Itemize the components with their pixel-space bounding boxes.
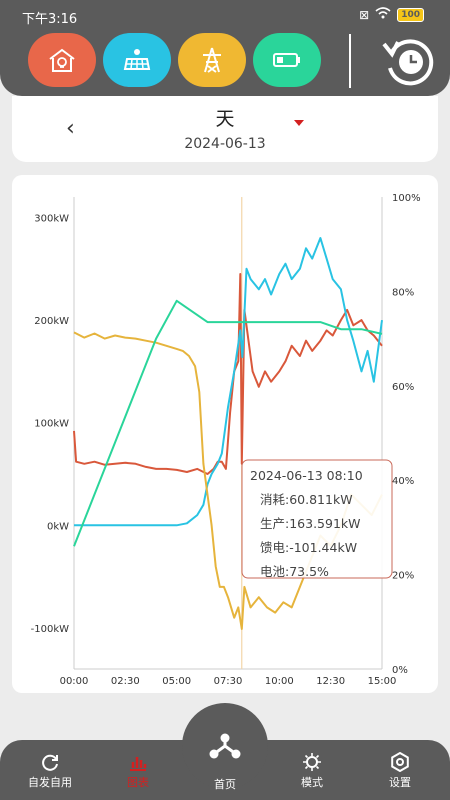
nav-label: 自发自用: [28, 776, 72, 789]
tooltip-line: 电池:73.5%: [260, 564, 329, 579]
house-bulb-icon: [49, 48, 75, 72]
sim-icon: ⊠: [359, 7, 370, 22]
home-hub-icon: [209, 733, 241, 759]
period-dropdown-icon[interactable]: [294, 120, 304, 126]
nav-chart[interactable]: 图表: [103, 752, 173, 790]
tooltip-title: 2024-06-13 08:10: [250, 468, 363, 483]
toolbar-divider: [349, 34, 351, 88]
nav-self-use[interactable]: 自发自用: [15, 752, 85, 790]
y-tick-label-right: 100%: [392, 193, 421, 204]
y-tick-label-left: 0kW: [47, 521, 69, 532]
power-tower-icon: [203, 47, 221, 73]
x-tick-label: 15:00: [368, 676, 397, 687]
nav-label: 模式: [301, 776, 323, 789]
nav-settings[interactable]: 设置: [365, 751, 435, 790]
top-bar: 下午3:16 ⊠ 100: [0, 0, 450, 96]
y-tick-label-left: 100kW: [34, 419, 69, 430]
y-tick-label-left: -100kW: [31, 624, 69, 635]
wifi-icon: [375, 7, 391, 22]
y-tick-label-right: 0%: [392, 665, 408, 676]
tooltip-box: [241, 459, 393, 579]
tooltip-line: 消耗:60.811kW: [260, 492, 353, 507]
nav-label: 设置: [389, 776, 411, 789]
y-tick-label-right: 40%: [392, 476, 414, 487]
series-line-1: [74, 237, 383, 527]
period-selector[interactable]: 天: [215, 108, 235, 130]
series-line-3: [73, 299, 383, 547]
nav-home-label[interactable]: 首页: [214, 778, 236, 791]
refresh-icon: [15, 752, 85, 772]
series-line-0: [73, 273, 383, 475]
history-clock-icon: [382, 39, 434, 86]
home-button[interactable]: [182, 703, 268, 789]
selected-date[interactable]: 2024-06-13: [184, 136, 266, 152]
status-time: 下午3:16: [22, 12, 78, 27]
nav-label: 图表: [127, 776, 149, 789]
y-tick-label-right: 20%: [392, 571, 414, 582]
mode-battery-button[interactable]: [253, 33, 321, 87]
battery-icon: [273, 53, 300, 67]
power-chart[interactable]: 300kW 200kW 100kW 0kW -100kW 100% 80% 60% 40% 20%…: [12, 175, 438, 693]
x-tick-label: 00:00: [60, 676, 89, 687]
y-tick-label-right: 60%: [392, 382, 414, 393]
y-tick-label-right: 80%: [392, 287, 414, 298]
status-icons: ⊠ 100: [359, 7, 424, 22]
mode-house-button[interactable]: [28, 33, 96, 87]
settings-icon: [365, 751, 435, 773]
y-tick-label-left: 300kW: [34, 214, 69, 225]
date-selector-card: ‹ 天 2024-06-13: [12, 96, 438, 162]
x-tick-label: 05:00: [162, 676, 191, 687]
mode-icon: [277, 752, 347, 772]
chart-card: 300kW 200kW 100kW 0kW -100kW 100% 80% 60% 40% 20%…: [12, 175, 438, 693]
nav-mode[interactable]: 模式: [277, 752, 347, 790]
previous-date-icon[interactable]: ‹: [66, 116, 75, 141]
x-tick-label: 02:30: [111, 676, 140, 687]
x-tick-label: 12:30: [316, 676, 345, 687]
x-tick-label: 10:00: [265, 676, 294, 687]
tooltip-line: 馈电:-101.44kW: [260, 540, 357, 555]
x-tick-label: 07:30: [214, 676, 243, 687]
chart-icon: [103, 752, 173, 772]
mode-solar-button[interactable]: [103, 33, 171, 87]
tooltip-line: 生产:163.591kW: [260, 516, 361, 531]
mode-grid-button[interactable]: [178, 33, 246, 87]
battery-indicator: 100: [397, 7, 424, 22]
y-tick-label-left: 200kW: [34, 316, 69, 327]
history-button[interactable]: [378, 30, 438, 90]
solar-panel-icon: [123, 49, 151, 70]
